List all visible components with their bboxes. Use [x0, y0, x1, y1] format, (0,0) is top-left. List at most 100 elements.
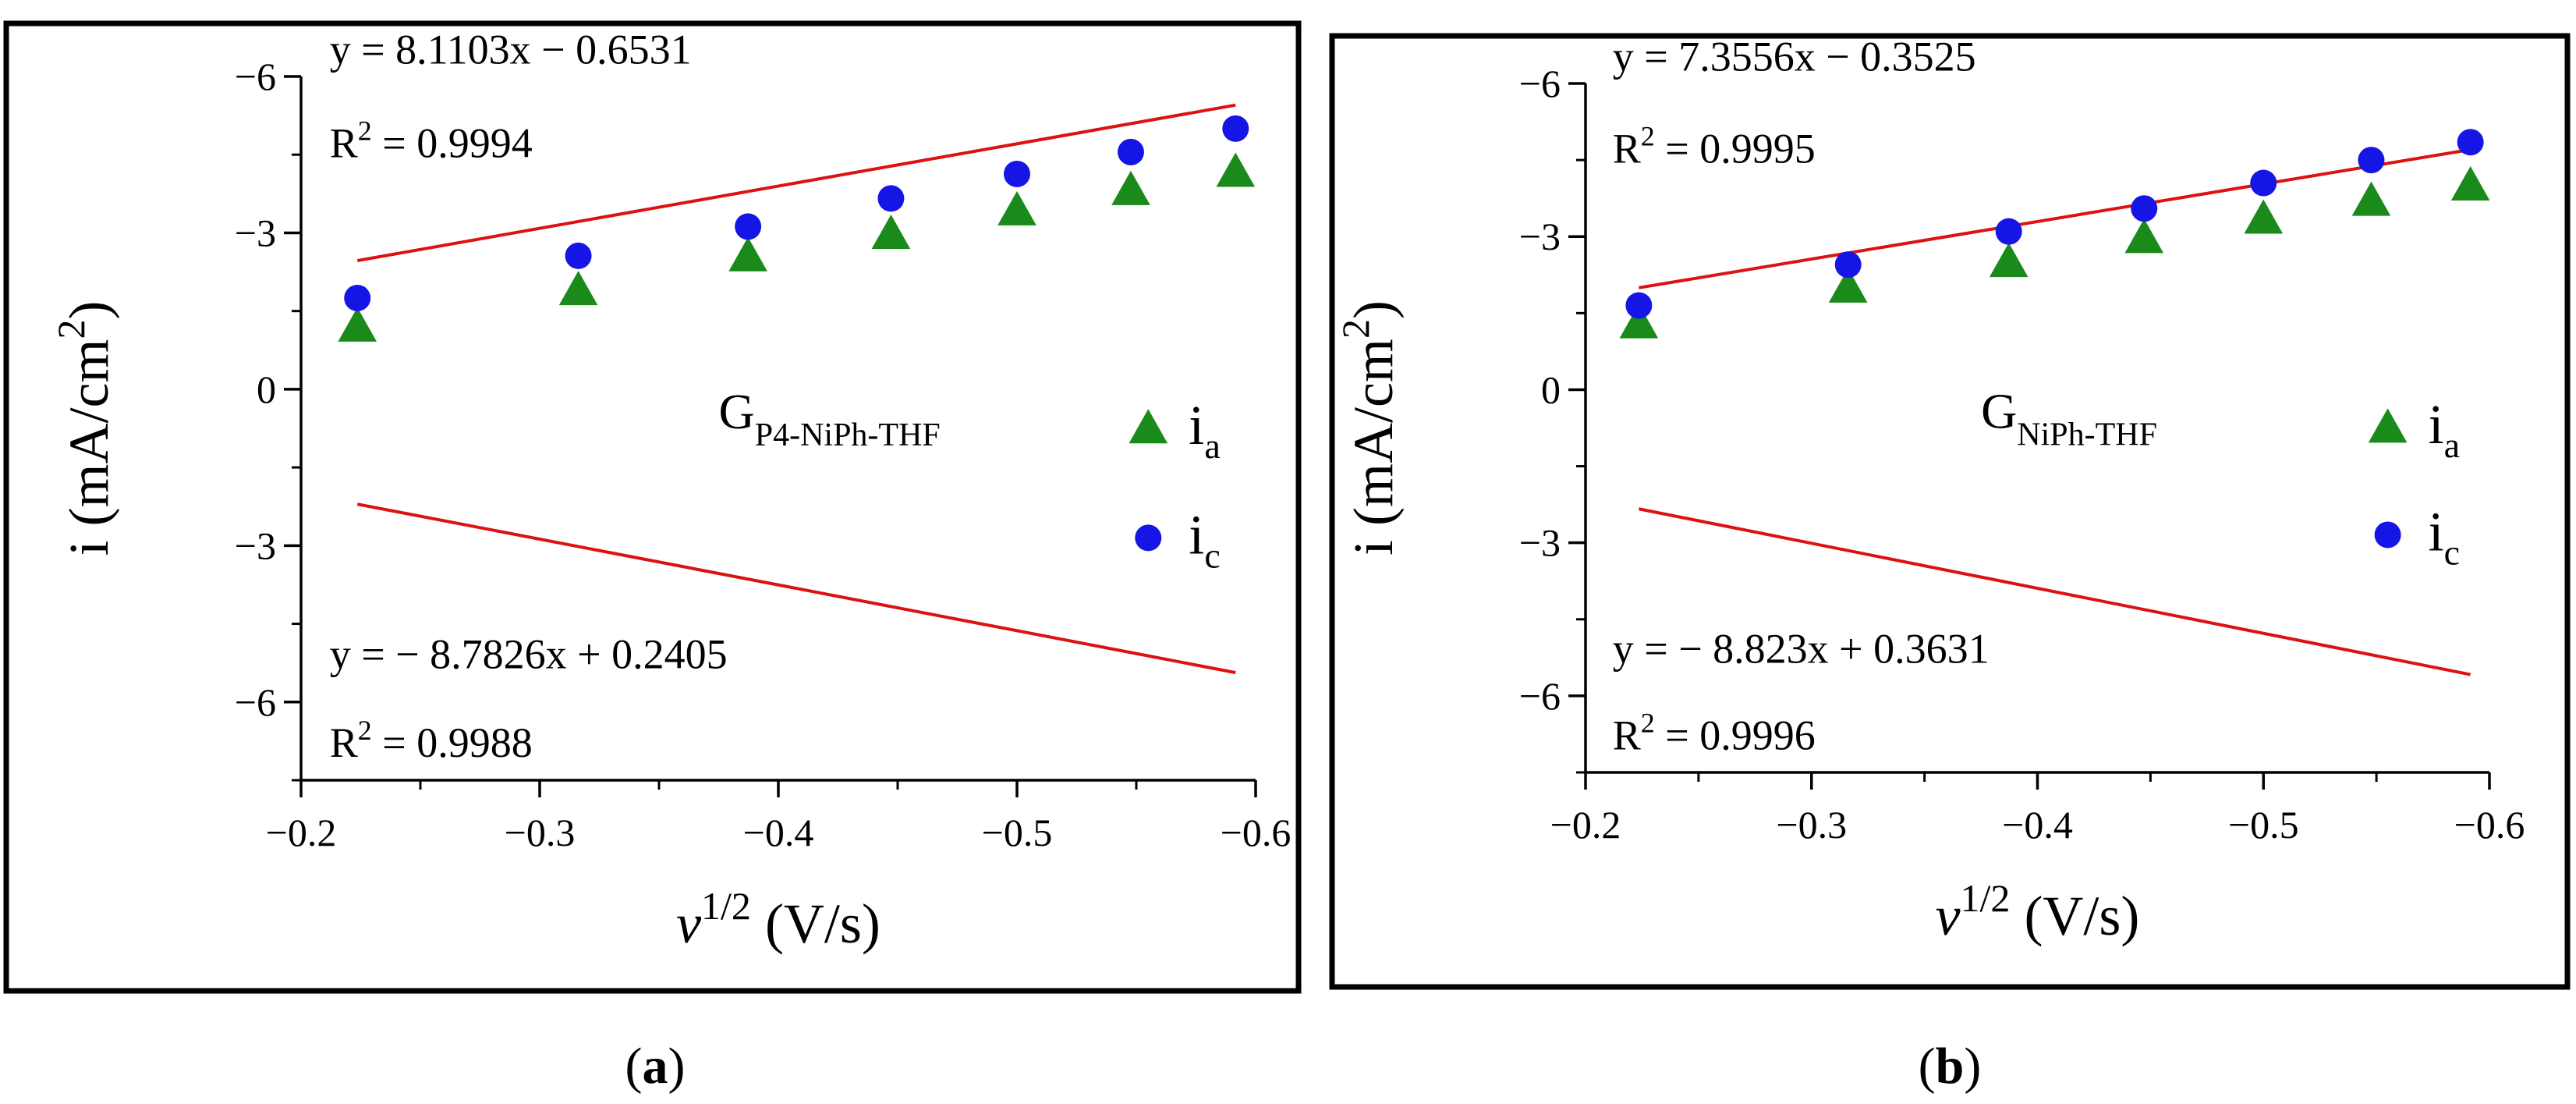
r-squared-exp: 2 [1641, 120, 1655, 151]
panel-letters: (a) (b) [625, 1038, 1982, 1095]
y-axis-exponent: 2 [49, 320, 93, 339]
sample-label: GP4-NiPh-THF [719, 384, 941, 453]
data-point-ic [735, 213, 762, 240]
data-point-ic [877, 185, 905, 212]
axes: −0.2 −0.3 −0.4 −0.5 −0.6 −6 −3 0 −3 −6 [1519, 62, 2525, 847]
x-tick-label: −0.2 [266, 811, 337, 854]
data-point-ia [2244, 199, 2284, 234]
series-ic [1625, 129, 2484, 319]
r-squared-value: = 0.9994 [372, 120, 533, 167]
series-ia [338, 152, 1256, 342]
x-tick-label: −0.4 [743, 811, 814, 854]
data-point-ia [1111, 170, 1150, 205]
legend-marker-ia [2368, 408, 2408, 443]
r-squared-exp: 2 [358, 715, 372, 746]
x-axis-title: v1/2 (V/s) [1936, 876, 2140, 947]
x-axis-units: (V/s) [2010, 885, 2139, 947]
x-tick-label: −0.3 [505, 811, 576, 854]
x-tick-label: −0.5 [982, 811, 1053, 854]
panel-label-close: ) [1964, 1038, 1981, 1095]
panel-frame [3, 20, 1302, 994]
y-tick-label: −6 [1519, 674, 1561, 718]
fit-equation-ia: y = 7.3556x − 0.3525 [1613, 34, 1976, 80]
data-point-ia [1216, 152, 1256, 187]
y-tick-label: −3 [1519, 521, 1561, 565]
data-point-ia [1989, 243, 2029, 278]
y-tick-label: 0 [257, 367, 276, 411]
r-squared-ia: R2 = 0.9994 [330, 115, 533, 167]
y-tick-label: −3 [235, 524, 276, 567]
r-squared-prefix: R [1613, 125, 1641, 172]
series-ic [344, 115, 1249, 311]
x-axis-exponent: 1/2 [701, 884, 751, 928]
data-point-ic [1625, 292, 1653, 319]
r-squared-value: = 0.9995 [1655, 125, 1816, 172]
data-point-ic [2131, 195, 2158, 222]
sample-label-subscript: NiPh-THF [2017, 417, 2157, 453]
data-point-ia [2351, 181, 2391, 216]
x-axis-title: v1/2 (V/s) [676, 884, 881, 955]
r-squared-prefix: R [330, 719, 358, 766]
y-axis-label: i (mA/cm [1342, 339, 1405, 556]
y-axis-close: ) [1342, 300, 1405, 319]
r-squared-ic: R2 = 0.9988 [330, 715, 533, 766]
data-point-ic [565, 242, 592, 269]
fit-line-ic [1638, 507, 2471, 676]
series-ia [1619, 166, 2490, 339]
legend-marker-ic [1135, 524, 1162, 552]
data-point-ic [1834, 251, 1862, 279]
legend-label-base: i [2429, 500, 2444, 563]
fit-line-ic [356, 502, 1236, 675]
panel-frame [1329, 33, 2571, 990]
legend-label-base: i [1189, 394, 1204, 456]
panel-label-close: ) [668, 1038, 686, 1095]
r-squared-ia: R2 = 0.9995 [1613, 120, 1816, 172]
legend-label-subscript: a [2444, 425, 2460, 465]
legend-label-subscript: a [1204, 426, 1220, 466]
y-axis-title: i (mA/cm2) [1334, 300, 1405, 556]
x-axis-exponent: 1/2 [1961, 876, 2011, 920]
legend-label-ia: ia [1189, 394, 1220, 466]
panel-label: (a) [625, 1038, 686, 1095]
y-tick-label: 0 [1541, 367, 1561, 411]
fit-equation-ia: y = 8.1103x − 0.6531 [330, 26, 692, 73]
x-axis-symbol: v [676, 893, 701, 955]
r-squared-exp: 2 [358, 115, 372, 147]
x-tick-label: −0.5 [2228, 803, 2299, 847]
legend-label-ic: ic [2429, 500, 2460, 572]
legend-label-subscript: c [2444, 532, 2460, 572]
data-point-ic [2250, 169, 2277, 197]
r-squared-exp: 2 [1641, 708, 1655, 739]
data-point-ia [997, 190, 1036, 225]
data-point-ia [1619, 304, 1659, 339]
r-squared-value: = 0.9996 [1655, 712, 1816, 759]
y-tick-label: −3 [1519, 215, 1561, 258]
legend-label-ia: ia [2429, 393, 2460, 465]
panel-label-letter: b [1936, 1038, 1965, 1095]
sample-label-base: G [1981, 384, 2017, 439]
data-point-ia [1828, 268, 1868, 303]
data-point-ia [728, 236, 767, 272]
r-squared-value: = 0.9988 [372, 719, 533, 766]
y-axis-exponent: 2 [1334, 319, 1377, 339]
fit-line-ia [356, 103, 1236, 263]
fit-equation-ic: y = − 8.7826x + 0.2405 [330, 630, 728, 677]
legend-label-base: i [1189, 503, 1204, 566]
fit-line-ia [1639, 147, 2471, 289]
panel-label: (b) [1919, 1038, 1982, 1095]
y-axis-label: i (mA/cm [58, 339, 120, 556]
panel-b: −0.2 −0.3 −0.4 −0.5 −0.6 −6 −3 0 −3 −6 v1/2 (V/s) i… [1329, 33, 2571, 990]
y-axis-close: ) [58, 301, 120, 320]
y-tick-label: −6 [235, 680, 276, 724]
y-axis-title: i (mA/cm2) [49, 301, 120, 556]
x-tick-label: −0.6 [1221, 811, 1292, 854]
data-point-ia [2450, 166, 2490, 201]
y-tick-label: −3 [235, 211, 276, 254]
data-point-ia [871, 214, 911, 249]
data-point-ia [558, 271, 598, 306]
data-point-ia [2124, 218, 2164, 254]
data-point-ia [338, 307, 377, 342]
legend-label-ic: ic [1189, 503, 1220, 575]
data-point-ic [1117, 138, 1144, 165]
